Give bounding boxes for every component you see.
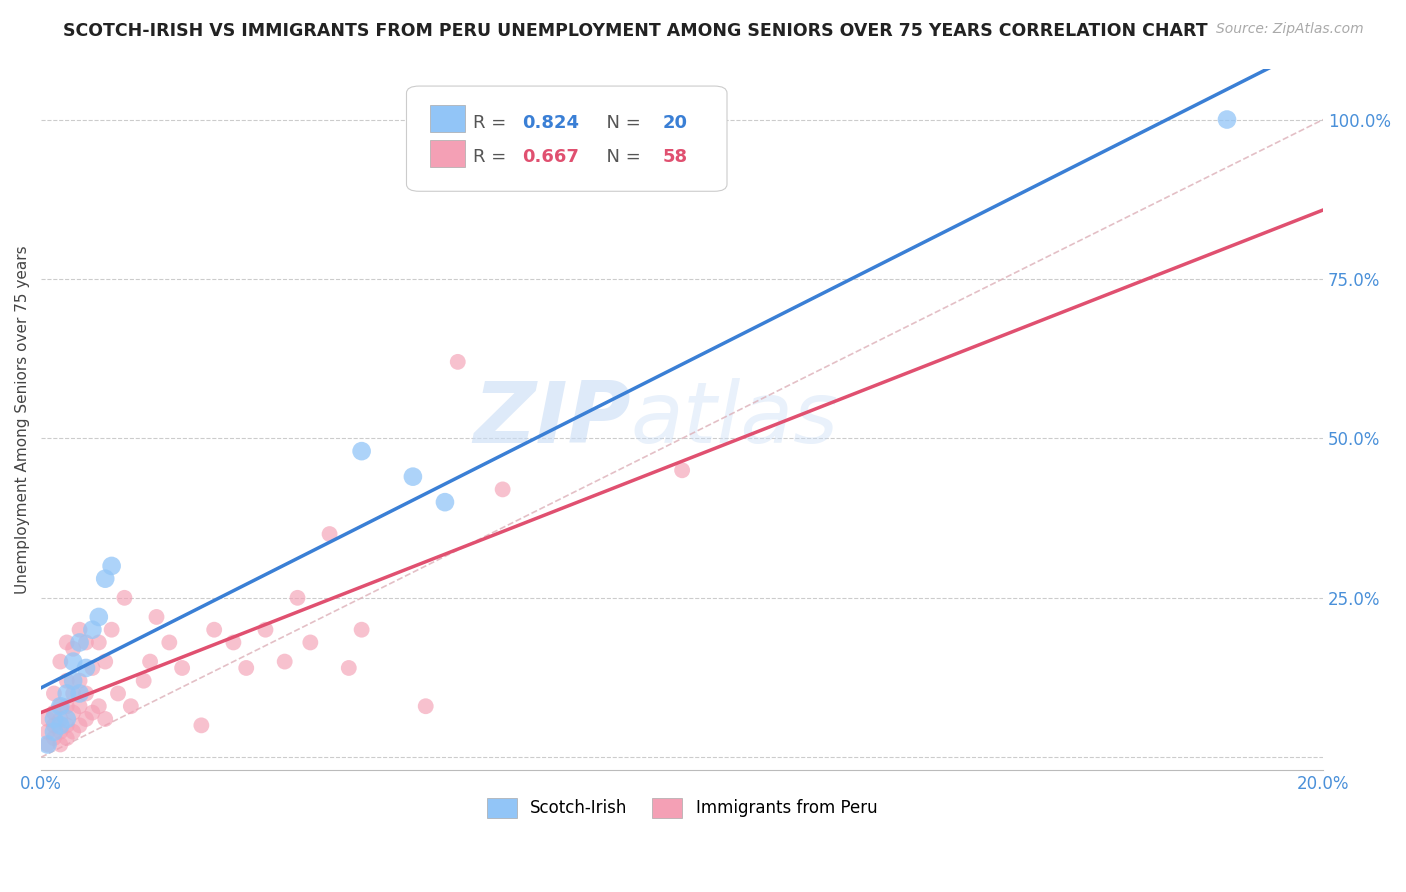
Bar — [430, 105, 465, 132]
FancyBboxPatch shape — [406, 86, 727, 191]
Text: Source: ZipAtlas.com: Source: ZipAtlas.com — [1216, 22, 1364, 37]
Point — [82, 661, 104, 675]
Point — [145, 610, 167, 624]
Point — [42, 712, 65, 726]
Point — [49, 699, 72, 714]
Point — [491, 483, 513, 497]
Text: atlas: atlas — [631, 377, 839, 461]
Point — [49, 718, 72, 732]
Point — [55, 699, 77, 714]
Point — [94, 572, 117, 586]
Point — [49, 699, 72, 714]
Point — [55, 673, 77, 688]
Point — [100, 558, 122, 573]
Point — [350, 444, 373, 458]
Point — [299, 635, 322, 649]
Point — [132, 673, 155, 688]
Point — [172, 661, 194, 675]
Point — [202, 623, 225, 637]
Point — [62, 706, 84, 720]
Point — [49, 724, 72, 739]
Bar — [430, 140, 465, 167]
Point — [318, 527, 340, 541]
Point — [447, 355, 470, 369]
Point — [415, 699, 437, 714]
Point — [37, 712, 59, 726]
Point — [107, 686, 129, 700]
Point — [190, 718, 212, 732]
Point — [42, 718, 65, 732]
Point — [433, 495, 456, 509]
Point — [37, 738, 59, 752]
Point — [49, 712, 72, 726]
Point — [157, 635, 180, 649]
Point — [62, 673, 84, 688]
Point — [69, 718, 91, 732]
Point — [55, 712, 77, 726]
Point — [49, 655, 72, 669]
Point — [42, 731, 65, 745]
Point — [62, 686, 84, 700]
Point — [42, 706, 65, 720]
Point — [337, 661, 360, 675]
Point — [69, 699, 91, 714]
Point — [75, 661, 97, 675]
Point — [1216, 112, 1239, 127]
Text: N =: N = — [595, 114, 647, 132]
Point — [55, 718, 77, 732]
Point — [235, 661, 257, 675]
Point — [87, 635, 110, 649]
Point — [69, 623, 91, 637]
Text: 58: 58 — [662, 148, 688, 166]
Point — [37, 738, 59, 752]
Text: SCOTCH-IRISH VS IMMIGRANTS FROM PERU UNEMPLOYMENT AMONG SENIORS OVER 75 YEARS CO: SCOTCH-IRISH VS IMMIGRANTS FROM PERU UNE… — [63, 22, 1208, 40]
Point — [62, 724, 84, 739]
Point — [42, 686, 65, 700]
Point — [42, 724, 65, 739]
Point — [222, 635, 245, 649]
Text: 0.667: 0.667 — [522, 148, 579, 166]
Point — [94, 655, 117, 669]
Y-axis label: Unemployment Among Seniors over 75 years: Unemployment Among Seniors over 75 years — [15, 245, 30, 593]
Point — [120, 699, 142, 714]
Point — [87, 699, 110, 714]
Text: ZIP: ZIP — [474, 377, 631, 461]
Point — [82, 623, 104, 637]
Point — [55, 731, 77, 745]
Point — [75, 635, 97, 649]
Point — [94, 712, 117, 726]
Point — [100, 623, 122, 637]
Point — [69, 635, 91, 649]
Point — [49, 738, 72, 752]
Legend: Scotch-Irish, Immigrants from Peru: Scotch-Irish, Immigrants from Peru — [479, 791, 884, 825]
Point — [287, 591, 309, 605]
Point — [75, 686, 97, 700]
Text: 0.824: 0.824 — [522, 114, 579, 132]
Text: 20: 20 — [662, 114, 688, 132]
Text: R =: R = — [474, 114, 512, 132]
Point — [402, 469, 425, 483]
Point — [87, 610, 110, 624]
Point — [114, 591, 136, 605]
Point — [82, 706, 104, 720]
Point — [55, 686, 77, 700]
Point — [62, 641, 84, 656]
Text: N =: N = — [595, 148, 647, 166]
Point — [69, 686, 91, 700]
Point — [254, 623, 277, 637]
Point — [350, 623, 373, 637]
Point — [671, 463, 693, 477]
Point — [37, 724, 59, 739]
Point — [273, 655, 295, 669]
Point — [139, 655, 162, 669]
Text: R =: R = — [474, 148, 512, 166]
Point — [62, 655, 84, 669]
Point — [69, 673, 91, 688]
Point — [75, 712, 97, 726]
Point — [55, 635, 77, 649]
